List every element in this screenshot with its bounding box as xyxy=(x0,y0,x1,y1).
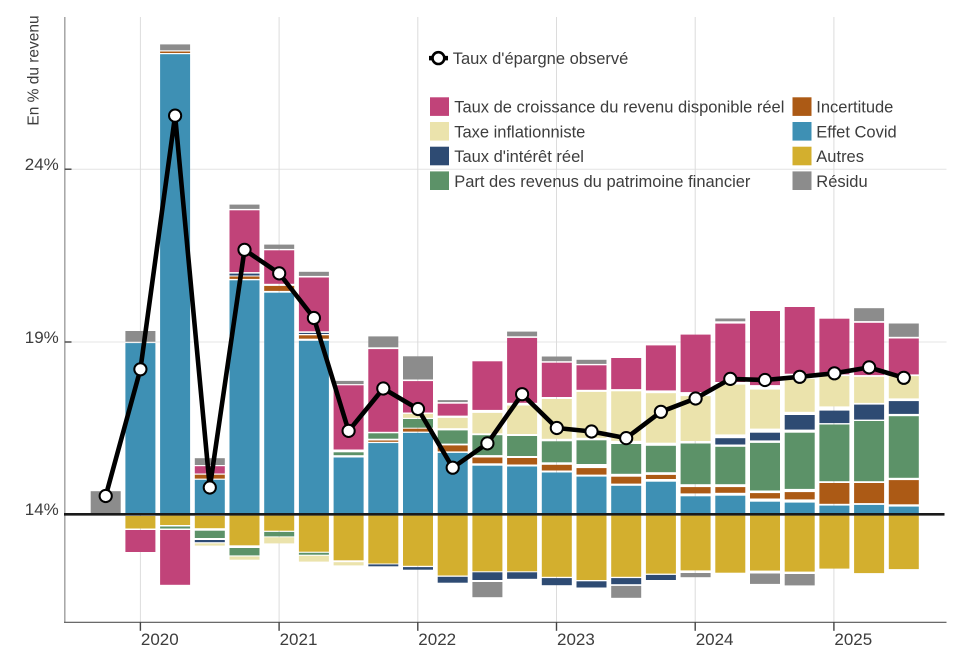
svg-text:En % du revenu: En % du revenu xyxy=(26,15,43,125)
svg-text:2023: 2023 xyxy=(557,630,595,649)
svg-text:Autres: Autres xyxy=(816,148,864,166)
svg-text:Taxe inflationniste: Taxe inflationniste xyxy=(454,123,585,141)
svg-text:24%: 24% xyxy=(25,155,59,174)
svg-text:Part des revenus du patrimoine: Part des revenus du patrimoine financier xyxy=(454,173,751,191)
svg-text:2021: 2021 xyxy=(280,630,318,649)
svg-text:Incertitude: Incertitude xyxy=(816,99,893,117)
svg-text:19%: 19% xyxy=(25,328,59,347)
svg-text:Taux d'intérêt réel: Taux d'intérêt réel xyxy=(454,148,584,166)
svg-text:14%: 14% xyxy=(25,500,59,519)
svg-text:2020: 2020 xyxy=(141,630,179,649)
svg-text:2025: 2025 xyxy=(834,630,872,649)
svg-text:Taux de croissance du revenu d: Taux de croissance du revenu disponible … xyxy=(454,99,784,117)
svg-text:2022: 2022 xyxy=(418,630,456,649)
svg-text:Effet Covid: Effet Covid xyxy=(816,123,896,141)
svg-text:2024: 2024 xyxy=(696,630,734,649)
svg-text:Résidu: Résidu xyxy=(816,173,867,191)
svg-text:Taux d'épargne observé: Taux d'épargne observé xyxy=(453,50,629,68)
